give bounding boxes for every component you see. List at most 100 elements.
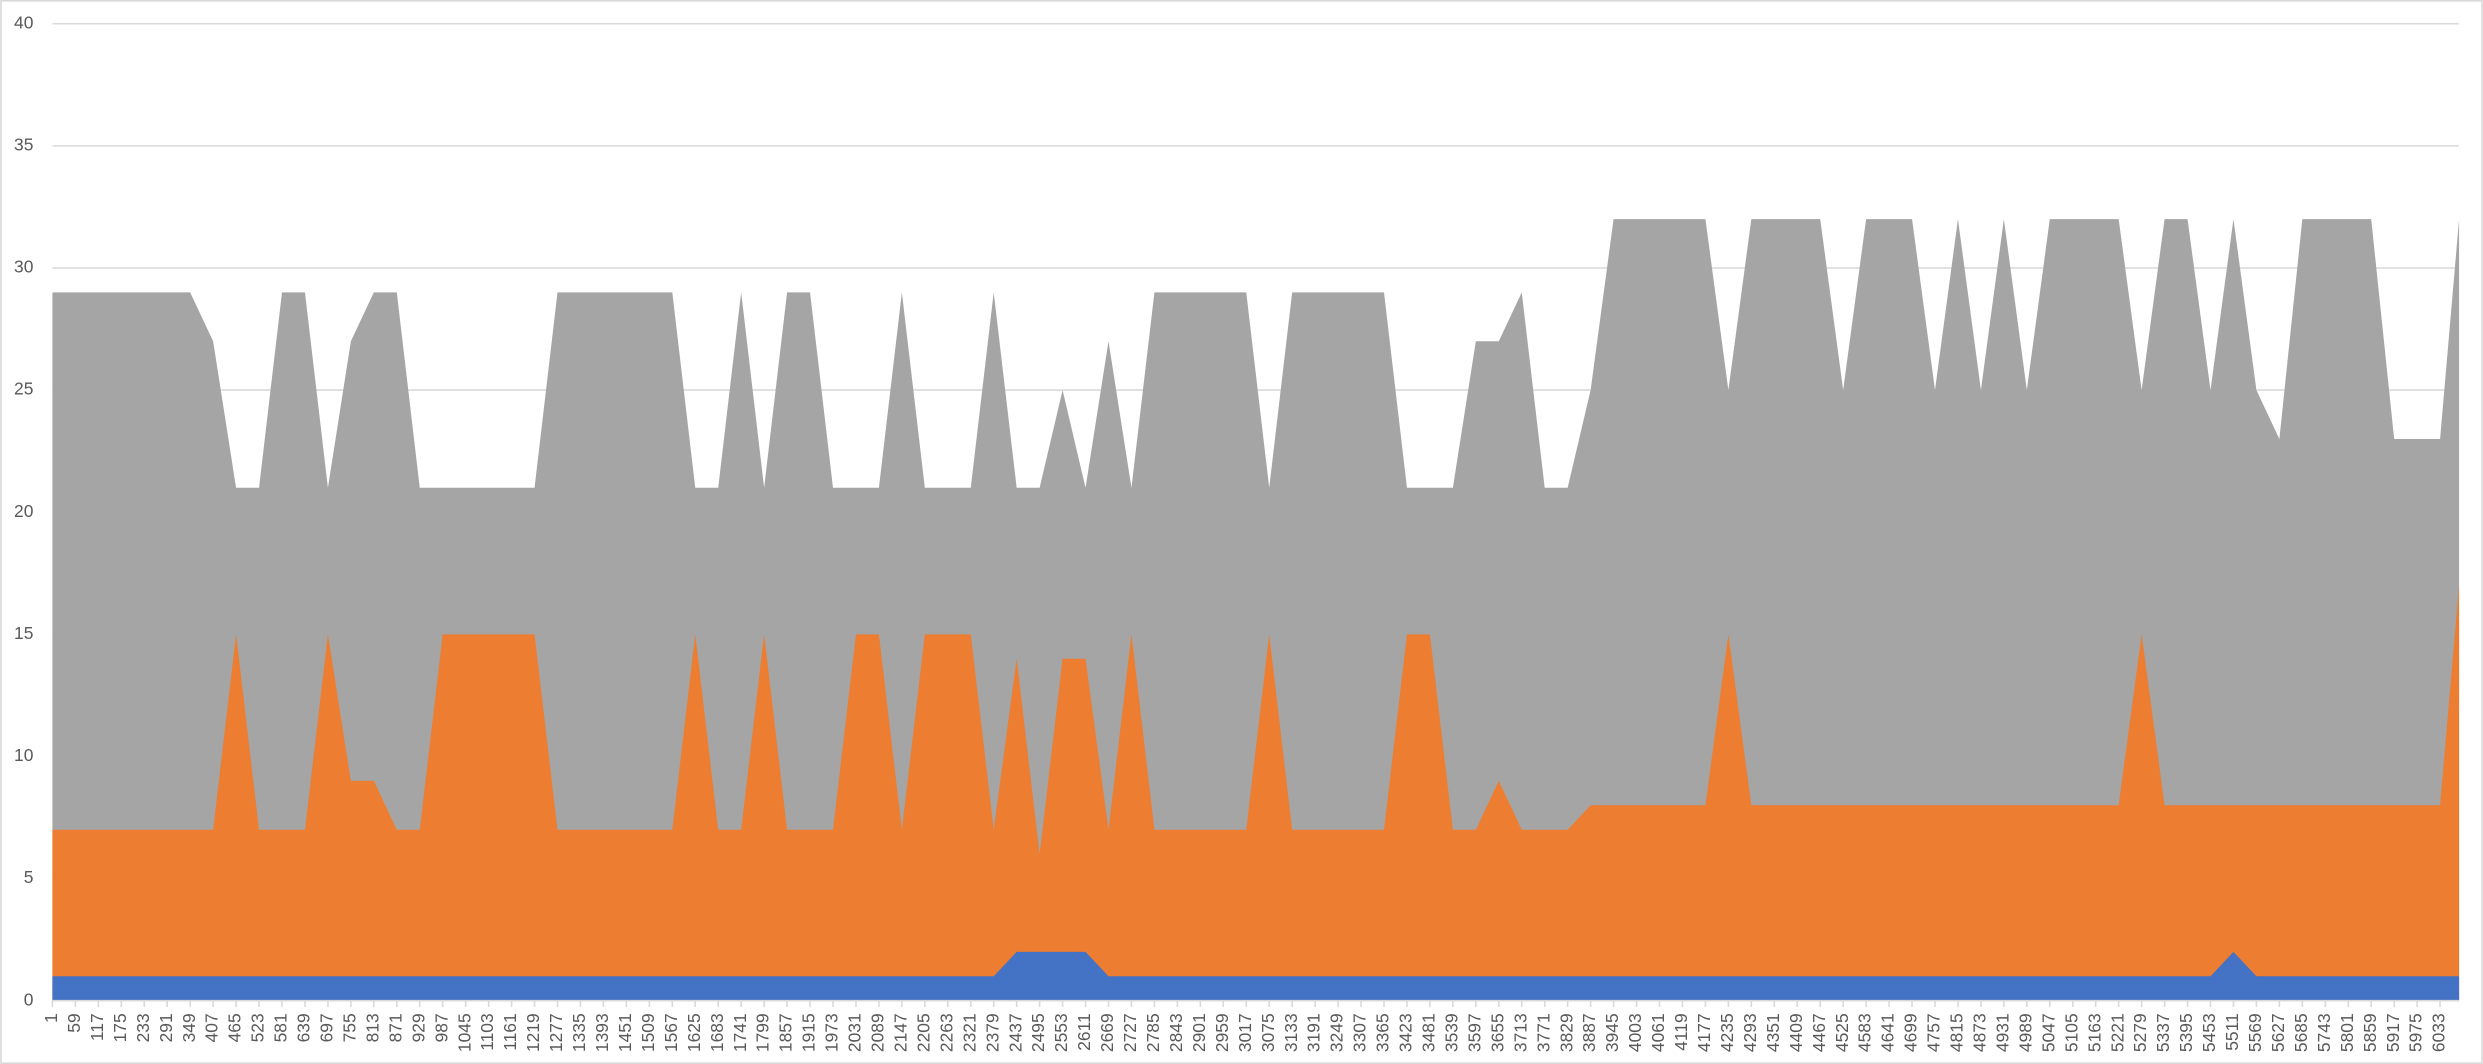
x-tick-label: 233: [133, 1013, 153, 1042]
x-tick-label: 2031: [845, 1013, 865, 1052]
x-tick-label: 349: [179, 1013, 199, 1042]
x-tick-label: 3481: [1419, 1013, 1439, 1052]
x-tick-label: 987: [431, 1013, 451, 1042]
x-tick-label: 2553: [1051, 1013, 1071, 1052]
x-tick-label: 2089: [868, 1013, 888, 1052]
x-tick-label: 4177: [1694, 1013, 1714, 1052]
x-tick-label: 2901: [1189, 1013, 1209, 1052]
x-tick-label: 2727: [1120, 1013, 1140, 1052]
x-tick-label: 465: [225, 1013, 245, 1042]
x-tick-label: 5395: [2176, 1013, 2196, 1052]
x-tick-label: 4931: [1992, 1013, 2012, 1052]
x-tick-label: 1: [41, 1013, 61, 1023]
x-tick-label: 3539: [1441, 1013, 1461, 1052]
x-tick-label: 5279: [2130, 1013, 2150, 1052]
x-tick-label: 1509: [638, 1013, 658, 1052]
x-tick-label: 1161: [500, 1013, 520, 1050]
x-tick-label: 5337: [2153, 1013, 2173, 1052]
x-tick-label: 5801: [2337, 1013, 2357, 1052]
x-tick-label: 2959: [1212, 1013, 1232, 1052]
x-tick-label: 1625: [684, 1013, 704, 1052]
x-tick-label: 1683: [707, 1013, 727, 1052]
x-tick-label: 3075: [1258, 1013, 1278, 1052]
x-tick-label: 407: [202, 1013, 222, 1042]
x-tick-label: 4293: [1740, 1013, 1760, 1052]
y-tick-label: 0: [24, 989, 34, 1009]
x-tick-label: 4525: [1832, 1013, 1852, 1052]
x-tick-label: 2437: [1005, 1013, 1025, 1052]
x-tick-label: 5975: [2406, 1013, 2426, 1052]
x-tick-label: 4003: [1625, 1013, 1645, 1052]
y-tick-label: 10: [14, 745, 33, 765]
x-tick-label: 1335: [569, 1013, 589, 1052]
x-tick-label: 3017: [1235, 1013, 1255, 1052]
x-tick-label: 5569: [2245, 1013, 2265, 1052]
x-tick-label: 4235: [1717, 1013, 1737, 1052]
x-tick-label: 3655: [1487, 1013, 1507, 1052]
x-tick-label: 3597: [1464, 1013, 1484, 1052]
x-tick-label: 1103: [477, 1013, 497, 1050]
x-tick-label: 5859: [2360, 1013, 2380, 1052]
y-tick-label: 15: [14, 623, 33, 643]
x-tick-label: 4699: [1901, 1013, 1921, 1052]
x-tick-label: 4641: [1878, 1013, 1898, 1052]
area: [52, 951, 2460, 1001]
y-tick-label: 40: [14, 12, 33, 32]
x-tick-label: 4583: [1855, 1013, 1875, 1052]
y-tick-label: 5: [24, 867, 34, 887]
x-tick-label: 291: [156, 1013, 176, 1042]
x-tick-label: 117: [87, 1013, 107, 1041]
x-tick-label: 5163: [2084, 1013, 2104, 1052]
x-tick-label: 4409: [1786, 1013, 1806, 1052]
x-tick-label: 3365: [1373, 1013, 1393, 1052]
x-tick-label: 523: [248, 1013, 268, 1042]
x-tick-label: 871: [385, 1013, 405, 1042]
x-tick-label: 3713: [1510, 1013, 1530, 1052]
x-tick-label: 929: [408, 1013, 428, 1042]
x-tick-label: 59: [64, 1013, 84, 1032]
x-tick-label: 5105: [2061, 1013, 2081, 1052]
x-tick-label: 3945: [1602, 1013, 1622, 1052]
x-tick-label: 1857: [776, 1013, 796, 1052]
x-tick-label: 5047: [2038, 1013, 2058, 1052]
x-tick-label: 639: [294, 1013, 314, 1042]
x-tick-label: 3307: [1350, 1013, 1370, 1052]
x-tick-label: 1393: [592, 1013, 612, 1052]
x-tick-label: 5743: [2314, 1013, 2334, 1052]
x-tick-label: 4757: [1924, 1013, 1944, 1052]
x-tick-label: 581: [271, 1013, 291, 1042]
x-tick-label: 3829: [1556, 1013, 1576, 1052]
x-tick-label: 1451: [615, 1013, 635, 1052]
x-tick-label: 4061: [1648, 1013, 1668, 1052]
x-tick-label: 3133: [1281, 1013, 1301, 1052]
x-tick-label: 4989: [2015, 1013, 2035, 1052]
x-tick-label: 5917: [2383, 1013, 2403, 1052]
x-tick-label: 6033: [2429, 1013, 2449, 1052]
x-tick-label: 3771: [1533, 1013, 1553, 1052]
x-tick-label: 4119: [1671, 1013, 1691, 1050]
x-tick-label: 2379: [982, 1013, 1002, 1052]
x-tick-label: 1973: [822, 1013, 842, 1052]
x-tick-label: 2321: [959, 1013, 979, 1052]
x-tick-label: 697: [317, 1013, 337, 1042]
x-tick-label: 1045: [454, 1013, 474, 1052]
x-tick-label: 1277: [546, 1013, 566, 1052]
x-tick-label: 5453: [2199, 1013, 2219, 1052]
x-tick-label: 1219: [523, 1013, 543, 1052]
y-tick-label: 25: [14, 379, 33, 399]
y-tick-label: 35: [14, 134, 33, 154]
x-tick-label: 2263: [936, 1013, 956, 1052]
x-tick-label: 4467: [1809, 1013, 1829, 1052]
x-tick-label: 2843: [1166, 1013, 1186, 1052]
x-tick-label: 3191: [1304, 1013, 1324, 1052]
x-tick-label: 2611: [1074, 1013, 1094, 1050]
x-tick-label: 1567: [661, 1013, 681, 1052]
x-tick-label: 1741: [730, 1013, 750, 1052]
x-tick-label: 4351: [1763, 1013, 1783, 1052]
x-tick-label: 5627: [2268, 1013, 2288, 1052]
x-tick-label: 4815: [1947, 1013, 1967, 1052]
x-tick-label: 175: [110, 1013, 130, 1042]
x-tick-label: 3249: [1327, 1013, 1347, 1052]
